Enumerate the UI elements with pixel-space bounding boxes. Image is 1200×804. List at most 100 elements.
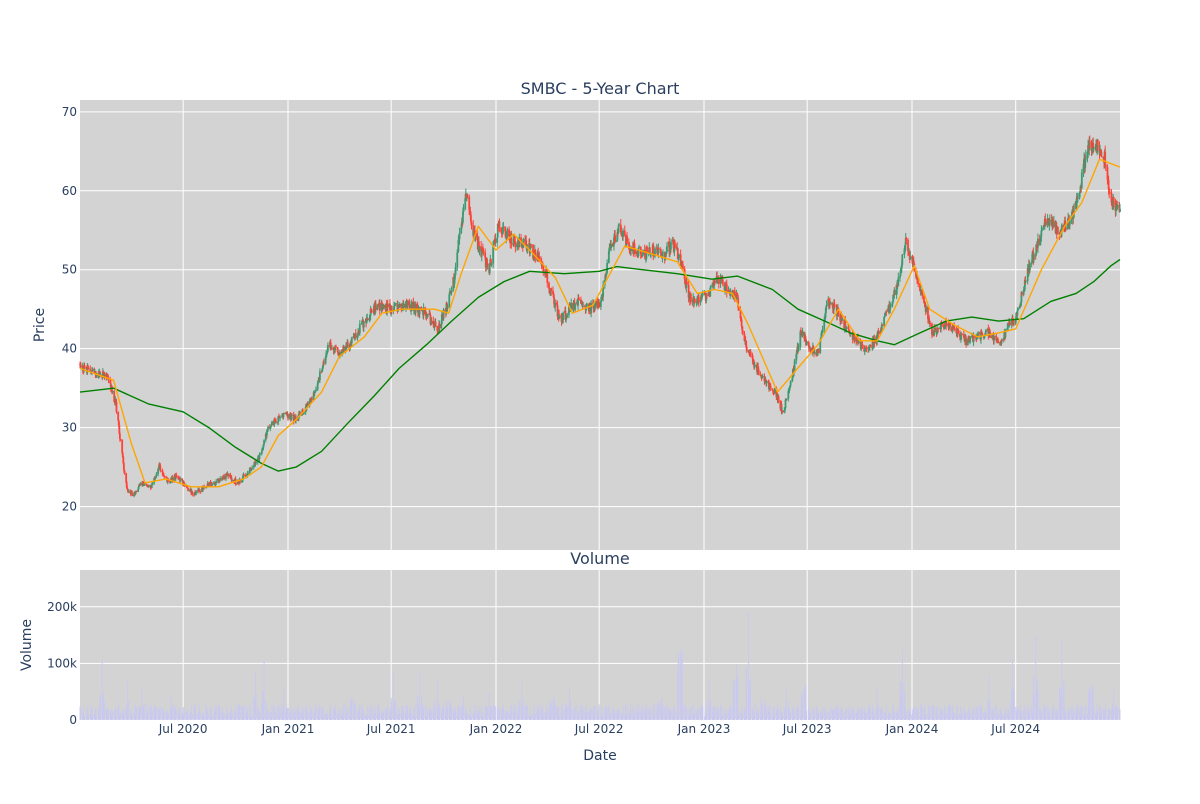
candle-body [394, 303, 397, 305]
volume-bar [792, 711, 794, 720]
volume-bar [793, 706, 794, 720]
volume-bar [329, 711, 331, 720]
volume-bar [769, 711, 771, 720]
candle-body [518, 237, 521, 247]
candle-body [123, 469, 126, 474]
candle-body [1037, 238, 1039, 248]
candle-body [202, 486, 204, 490]
volume-bar [628, 713, 630, 720]
candle-body [847, 327, 850, 329]
volume-bar [677, 668, 679, 720]
volume-bar [494, 706, 496, 720]
volume-bar [283, 688, 285, 720]
volume-bar [578, 711, 580, 720]
volume-bar [282, 707, 284, 720]
candle-body [428, 313, 431, 315]
volume-bar [142, 707, 144, 720]
volume-bar [907, 710, 909, 720]
volume-bar [586, 711, 588, 720]
volume-bar [865, 711, 867, 720]
volume-bar [765, 709, 767, 720]
candle-body [980, 331, 983, 333]
volume-bar [821, 715, 823, 720]
volume-bar [713, 705, 715, 720]
volume-bar [82, 707, 84, 720]
volume-bar [1056, 709, 1058, 720]
volume-bar [349, 706, 351, 720]
volume-bar [570, 708, 572, 720]
volume-bar [479, 710, 480, 720]
candle-body [332, 347, 335, 351]
volume-bar [289, 711, 291, 720]
volume-bar [414, 715, 415, 720]
volume-bar [504, 710, 506, 720]
volume-bar [1088, 688, 1090, 720]
volume-bar [147, 707, 149, 720]
candle-body [932, 332, 934, 335]
candle-body [619, 224, 622, 233]
volume-bar [301, 708, 303, 720]
volume-bar [924, 709, 926, 720]
candle-body [1018, 306, 1021, 309]
volume-bar [935, 707, 937, 720]
volume-bar [1033, 694, 1035, 720]
volume-bar [213, 715, 215, 720]
volume-bar [529, 708, 531, 720]
volume-bar [310, 713, 312, 720]
volume-bar [255, 671, 256, 720]
volume-bar [788, 709, 790, 720]
volume-bar [620, 713, 622, 720]
volume-bar [318, 709, 320, 720]
candle-body [570, 303, 573, 310]
ma-long-line [79, 258, 1121, 472]
candle-body [370, 310, 373, 312]
candle-body [835, 305, 838, 307]
volume-bar [345, 704, 347, 720]
volume-bar [765, 703, 766, 720]
candle-body [324, 356, 327, 364]
candle-body [485, 261, 488, 264]
volume-bar [1053, 707, 1055, 720]
candle-body [876, 334, 879, 342]
candle-body [821, 332, 823, 334]
volume-bar [1039, 708, 1041, 720]
volume-bar [1035, 679, 1037, 720]
volume-bar [529, 715, 531, 720]
volume-bar [988, 674, 990, 720]
candle-body [764, 380, 766, 382]
volume-bar [1051, 708, 1053, 720]
volume-bar [589, 710, 591, 720]
candle-body [712, 284, 715, 287]
candle-body [752, 358, 754, 364]
volume-bar [818, 712, 819, 720]
volume-bar [428, 709, 430, 720]
volume-bar [117, 705, 119, 720]
candle-body [297, 418, 300, 420]
candle-body [652, 244, 655, 255]
volume-bar [789, 707, 790, 720]
candle-body [138, 485, 141, 486]
candle-body [1014, 319, 1017, 324]
candle-body [785, 398, 788, 400]
volume-bar [170, 694, 172, 720]
volume-bar [416, 695, 418, 720]
volume-bar [901, 649, 903, 720]
volume-bar [1116, 707, 1118, 720]
volume-bar [616, 712, 618, 720]
candle-body [159, 465, 162, 471]
candle-body [122, 463, 125, 470]
volume-bar [561, 705, 562, 720]
candle-body [677, 258, 680, 260]
candle-body [550, 288, 553, 291]
volume-bar [1013, 689, 1015, 720]
candle-body [493, 241, 496, 243]
candle-body [276, 422, 279, 423]
candle-body [689, 294, 692, 302]
volume-bar [210, 706, 212, 720]
volume-bar [525, 707, 527, 720]
volume-bar [744, 707, 746, 720]
volume-bar [448, 700, 450, 720]
volume-bar [596, 715, 598, 720]
volume-y-tick-label: 100k [47, 656, 77, 670]
volume-bar [229, 711, 231, 720]
